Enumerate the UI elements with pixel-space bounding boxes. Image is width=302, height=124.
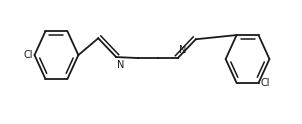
Text: Cl: Cl xyxy=(23,50,33,60)
Text: N: N xyxy=(179,45,186,55)
Text: N: N xyxy=(117,60,124,70)
Text: Cl: Cl xyxy=(261,78,270,88)
